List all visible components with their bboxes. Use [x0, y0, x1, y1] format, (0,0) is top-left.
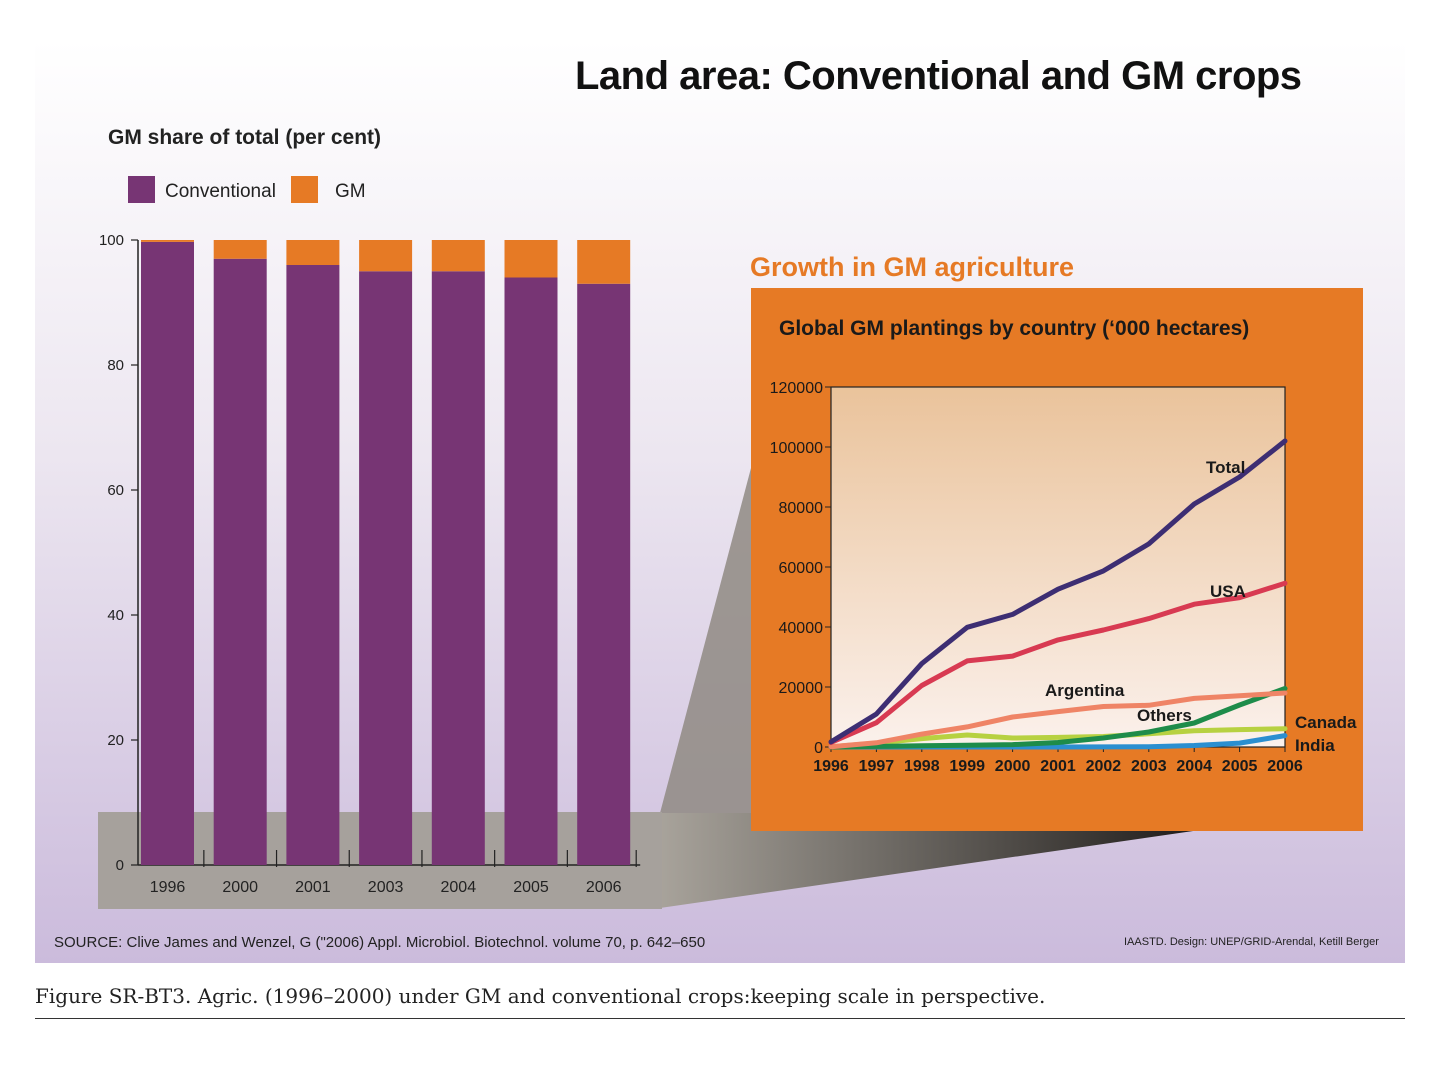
y-tick-label: 100 — [99, 232, 124, 249]
series-line-argentina — [828, 690, 1288, 750]
bar-gm-2004 — [431, 240, 485, 272]
inset-x-tick-label: 1998 — [904, 758, 940, 775]
series-label-india: India — [1295, 736, 1335, 755]
x-tick-label: 2003 — [368, 879, 404, 896]
y-tick-label: 0 — [116, 857, 124, 874]
x-tick-label: 2000 — [222, 879, 258, 896]
bar-conventional-2004 — [431, 271, 485, 865]
inset-x-tick-label: 2000 — [995, 758, 1031, 775]
bar-conventional-2005 — [504, 277, 558, 865]
bar-chart-title: GM share of total (per cent) — [108, 126, 382, 149]
line-chart-inset: Global GM plantings by country (‘000 hec… — [751, 288, 1363, 831]
bar-conventional-2003 — [359, 271, 413, 865]
inset-x-tick-label: 1997 — [859, 758, 895, 775]
bar-gm-2005 — [504, 240, 558, 278]
y-tick-label: 60 — [107, 482, 124, 499]
x-tick-label: 1996 — [150, 879, 186, 896]
bar-chart: 0 20 40 60 80 100 1996 2000 2001 2003 2004 2005 2006 — [99, 232, 641, 896]
series-label-usa: USA — [1210, 582, 1246, 601]
bar-gm-2006 — [577, 240, 631, 284]
bar-gm-2000 — [213, 240, 267, 259]
inset-plot-area — [830, 386, 1286, 748]
y-tick-label: 20 — [107, 732, 124, 749]
inset-y-tick-label: 40000 — [779, 620, 824, 637]
inset-heading: Growth in GM agriculture — [750, 252, 1075, 282]
bar-conventional-2001 — [286, 265, 340, 865]
bar-conventional-2000 — [213, 258, 267, 865]
series-line-others — [828, 686, 1288, 750]
inset-x-tick-label: 2003 — [1131, 758, 1167, 775]
caption-rule — [35, 1018, 1405, 1019]
series-line-usa — [828, 580, 1288, 745]
zoom-cone-upper — [660, 468, 751, 813]
inset-y-tick-label: 80000 — [779, 500, 824, 517]
legend-label-conventional: Conventional — [165, 181, 276, 202]
series-label-canada: Canada — [1295, 713, 1357, 732]
bar-conventional-2006 — [577, 283, 631, 865]
bar-conventional-1996 — [141, 241, 194, 865]
series-label-others: Others — [1137, 706, 1192, 725]
inset-y-tick-label: 120000 — [770, 380, 823, 397]
main-title: Land area: Conventional and GM crops — [575, 54, 1302, 98]
series-label-total: Total — [1206, 458, 1245, 477]
y-tick-label: 40 — [107, 607, 124, 624]
inset-y-tick-label: 0 — [814, 740, 823, 757]
legend-label-gm: GM — [335, 181, 366, 202]
x-tick-label: 2001 — [295, 879, 331, 896]
inset-x-tick-label: 2006 — [1267, 758, 1303, 775]
x-tick-label: 2006 — [586, 879, 622, 896]
inset-x-tick-label: 1996 — [813, 758, 849, 775]
series-line-total — [828, 438, 1288, 745]
inset-x-tick-label: 2004 — [1176, 758, 1212, 775]
bar-gm-2001 — [286, 240, 340, 265]
inset-title: Global GM plantings by country (‘000 hec… — [779, 317, 1249, 340]
legend-swatch-gm — [291, 176, 318, 203]
x-tick-label: 2004 — [441, 879, 477, 896]
legend-swatch-conventional — [128, 176, 155, 203]
zoom-cone — [660, 813, 1200, 908]
design-credit: IAASTD. Design: UNEP/GRID-Arendal, Ketil… — [1124, 936, 1379, 948]
source-note: SOURCE: Clive James and Wenzel, G ("2006… — [54, 934, 706, 951]
inset-x-tick-label: 1999 — [949, 758, 985, 775]
inset-x-tick-label: 2002 — [1086, 758, 1122, 775]
inset-y-tick-label: 60000 — [779, 560, 824, 577]
inset-x-tick-label: 2001 — [1040, 758, 1076, 775]
series-label-argentina: Argentina — [1045, 681, 1125, 700]
x-tick-label: 2005 — [513, 879, 549, 896]
series-line-canada — [828, 726, 1288, 750]
inset-x-tick-label: 2005 — [1222, 758, 1258, 775]
figure-caption: Figure SR-BT3. Agric. (1996–2000) under … — [35, 984, 1046, 1008]
bar-gm-2003 — [359, 240, 413, 272]
inset-y-tick-label: 100000 — [770, 440, 823, 457]
inset-y-tick-label: 20000 — [779, 680, 824, 697]
y-tick-label: 80 — [107, 357, 124, 374]
bar-gm-1996 — [141, 240, 194, 242]
